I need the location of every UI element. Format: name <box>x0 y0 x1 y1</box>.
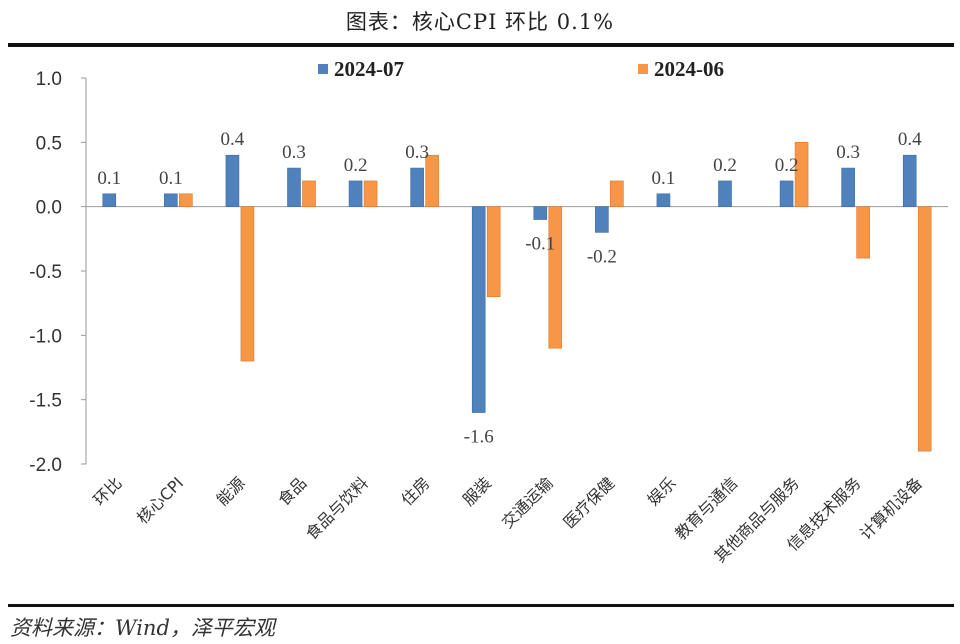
data-label: 0.4 <box>221 129 245 150</box>
bar-series-1 <box>471 206 486 413</box>
category-label: 食品 <box>274 473 310 509</box>
bar-series-2 <box>240 206 255 362</box>
y-tick-label: 1.0 <box>36 69 62 90</box>
category-label: 住房 <box>397 473 433 509</box>
bar-series-2 <box>856 206 870 259</box>
bar-series-2 <box>179 193 193 207</box>
bar-series-1 <box>164 193 178 207</box>
category-label: 娱乐 <box>644 473 680 509</box>
bar-series-1 <box>410 167 424 207</box>
bar-series-2 <box>486 206 501 298</box>
bar-series-1 <box>902 154 917 207</box>
bar-series-2 <box>917 206 932 452</box>
data-label: 0.1 <box>652 168 676 189</box>
category-label: 核心CPI <box>133 473 187 527</box>
top-rule <box>8 43 954 47</box>
data-label: -1.6 <box>464 427 494 448</box>
data-label: 0.2 <box>775 155 799 176</box>
bar-series-1 <box>841 167 855 207</box>
bar-series-1 <box>718 180 732 207</box>
data-label: 0.3 <box>405 142 429 163</box>
category-label: 食品与饮料 <box>302 473 372 543</box>
bottom-rule <box>8 604 954 607</box>
category-label: 服装 <box>459 473 495 509</box>
category-label: 交通运输 <box>498 473 557 532</box>
bar-series-1 <box>348 180 363 207</box>
y-tick-label: -0.5 <box>29 262 62 283</box>
data-label: -0.1 <box>525 234 555 255</box>
category-label: 能源 <box>213 473 249 509</box>
bar-series-1 <box>779 180 794 207</box>
source-note: 资料来源：Wind，泽平宏观 <box>10 616 275 640</box>
bar-series-1 <box>533 206 548 220</box>
bar-series-1 <box>287 167 301 207</box>
bar-series-1 <box>225 154 240 207</box>
bar-series-1 <box>595 206 609 233</box>
bar-series-1 <box>656 193 671 207</box>
y-tick-label: -1.0 <box>29 326 62 347</box>
bar-series-2 <box>610 180 624 207</box>
bar-series-2 <box>302 180 316 207</box>
bar-chart: 1.0 0.5 0.0 -0.5 -1.0 -1.5 -2.0 0.1 环比 0.1 核心CPI 0.… <box>29 57 948 566</box>
bar-series-2 <box>794 142 809 207</box>
chart-title: 图表：核心CPI 环比 0.1% <box>345 10 615 34</box>
bar-series-2 <box>363 180 378 207</box>
category-label: 医疗保健 <box>559 473 618 532</box>
bar-series-2 <box>548 206 563 349</box>
y-tick-label: 0.0 <box>36 198 62 219</box>
legend-label-2: 2024-06 <box>654 57 724 81</box>
bar-series-2 <box>425 154 439 207</box>
data-label: 0.4 <box>898 129 922 150</box>
data-label: 0.2 <box>713 155 737 176</box>
data-label: 0.3 <box>282 142 306 163</box>
data-label: -0.2 <box>587 246 617 267</box>
y-tick-label: -1.5 <box>29 391 62 412</box>
data-label: 0.1 <box>97 168 121 189</box>
legend-swatch-2 <box>638 64 648 74</box>
bar-series-1 <box>102 193 117 207</box>
y-tick-label: -2.0 <box>29 455 62 476</box>
legend-swatch-1 <box>318 64 328 74</box>
y-tick-label: 0.5 <box>36 133 62 154</box>
data-label: 0.2 <box>344 155 368 176</box>
legend-label-1: 2024-07 <box>334 57 404 81</box>
data-label: 0.1 <box>159 168 183 189</box>
category-label: 计算机设备 <box>856 473 926 543</box>
category-label: 环比 <box>90 473 126 509</box>
data-label: 0.3 <box>836 142 860 163</box>
